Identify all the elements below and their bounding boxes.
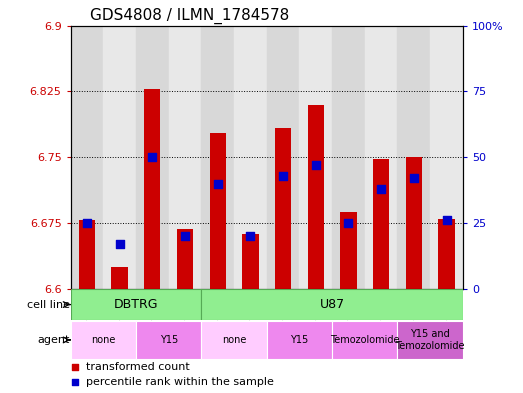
Bar bbox=[71, 290, 201, 320]
Text: Y15: Y15 bbox=[290, 335, 309, 345]
Point bbox=[70, 364, 78, 370]
Bar bbox=[201, 290, 463, 320]
Bar bbox=[136, 321, 201, 359]
Text: agent: agent bbox=[38, 335, 70, 345]
Bar bbox=[275, 128, 291, 289]
Bar bbox=[201, 26, 234, 289]
Point bbox=[312, 162, 320, 168]
Point bbox=[181, 233, 189, 239]
Point bbox=[442, 217, 451, 224]
Bar bbox=[340, 211, 357, 289]
Point bbox=[148, 154, 156, 160]
Point bbox=[213, 180, 222, 187]
Bar bbox=[299, 26, 332, 289]
Bar bbox=[71, 321, 136, 359]
Bar bbox=[234, 26, 267, 289]
Bar bbox=[201, 321, 267, 359]
Text: Y15: Y15 bbox=[160, 335, 178, 345]
Bar bbox=[267, 321, 332, 359]
Bar bbox=[308, 105, 324, 289]
Point bbox=[83, 220, 91, 226]
Bar bbox=[242, 233, 258, 289]
Bar bbox=[332, 321, 397, 359]
Text: GDS4808 / ILMN_1784578: GDS4808 / ILMN_1784578 bbox=[90, 8, 289, 24]
Bar bbox=[111, 267, 128, 289]
Bar bbox=[267, 26, 299, 289]
Text: percentile rank within the sample: percentile rank within the sample bbox=[86, 377, 274, 387]
Bar bbox=[430, 26, 463, 289]
Bar bbox=[438, 219, 454, 289]
Bar bbox=[332, 26, 365, 289]
Text: none: none bbox=[91, 335, 116, 345]
Text: Temozolomide: Temozolomide bbox=[330, 335, 400, 345]
Bar bbox=[136, 26, 168, 289]
Bar bbox=[210, 132, 226, 289]
Bar bbox=[144, 89, 161, 289]
Bar bbox=[397, 26, 430, 289]
Point bbox=[279, 173, 287, 179]
Point bbox=[246, 233, 255, 239]
Bar bbox=[406, 157, 422, 289]
Point bbox=[410, 175, 418, 182]
Bar bbox=[397, 321, 463, 359]
Text: cell line: cell line bbox=[27, 299, 70, 310]
Bar bbox=[168, 26, 201, 289]
Point bbox=[116, 241, 124, 247]
Text: U87: U87 bbox=[320, 298, 345, 311]
Text: none: none bbox=[222, 335, 246, 345]
Text: transformed count: transformed count bbox=[86, 362, 190, 372]
Point bbox=[70, 378, 78, 385]
Point bbox=[377, 185, 385, 192]
Bar bbox=[79, 220, 95, 289]
Text: DBTRG: DBTRG bbox=[113, 298, 158, 311]
Text: Y15 and
Temozolomide: Y15 and Temozolomide bbox=[395, 329, 465, 351]
Bar bbox=[104, 26, 136, 289]
Bar bbox=[365, 26, 397, 289]
Point bbox=[344, 220, 353, 226]
Bar bbox=[177, 229, 193, 289]
Bar bbox=[71, 26, 104, 289]
Bar bbox=[373, 159, 389, 289]
